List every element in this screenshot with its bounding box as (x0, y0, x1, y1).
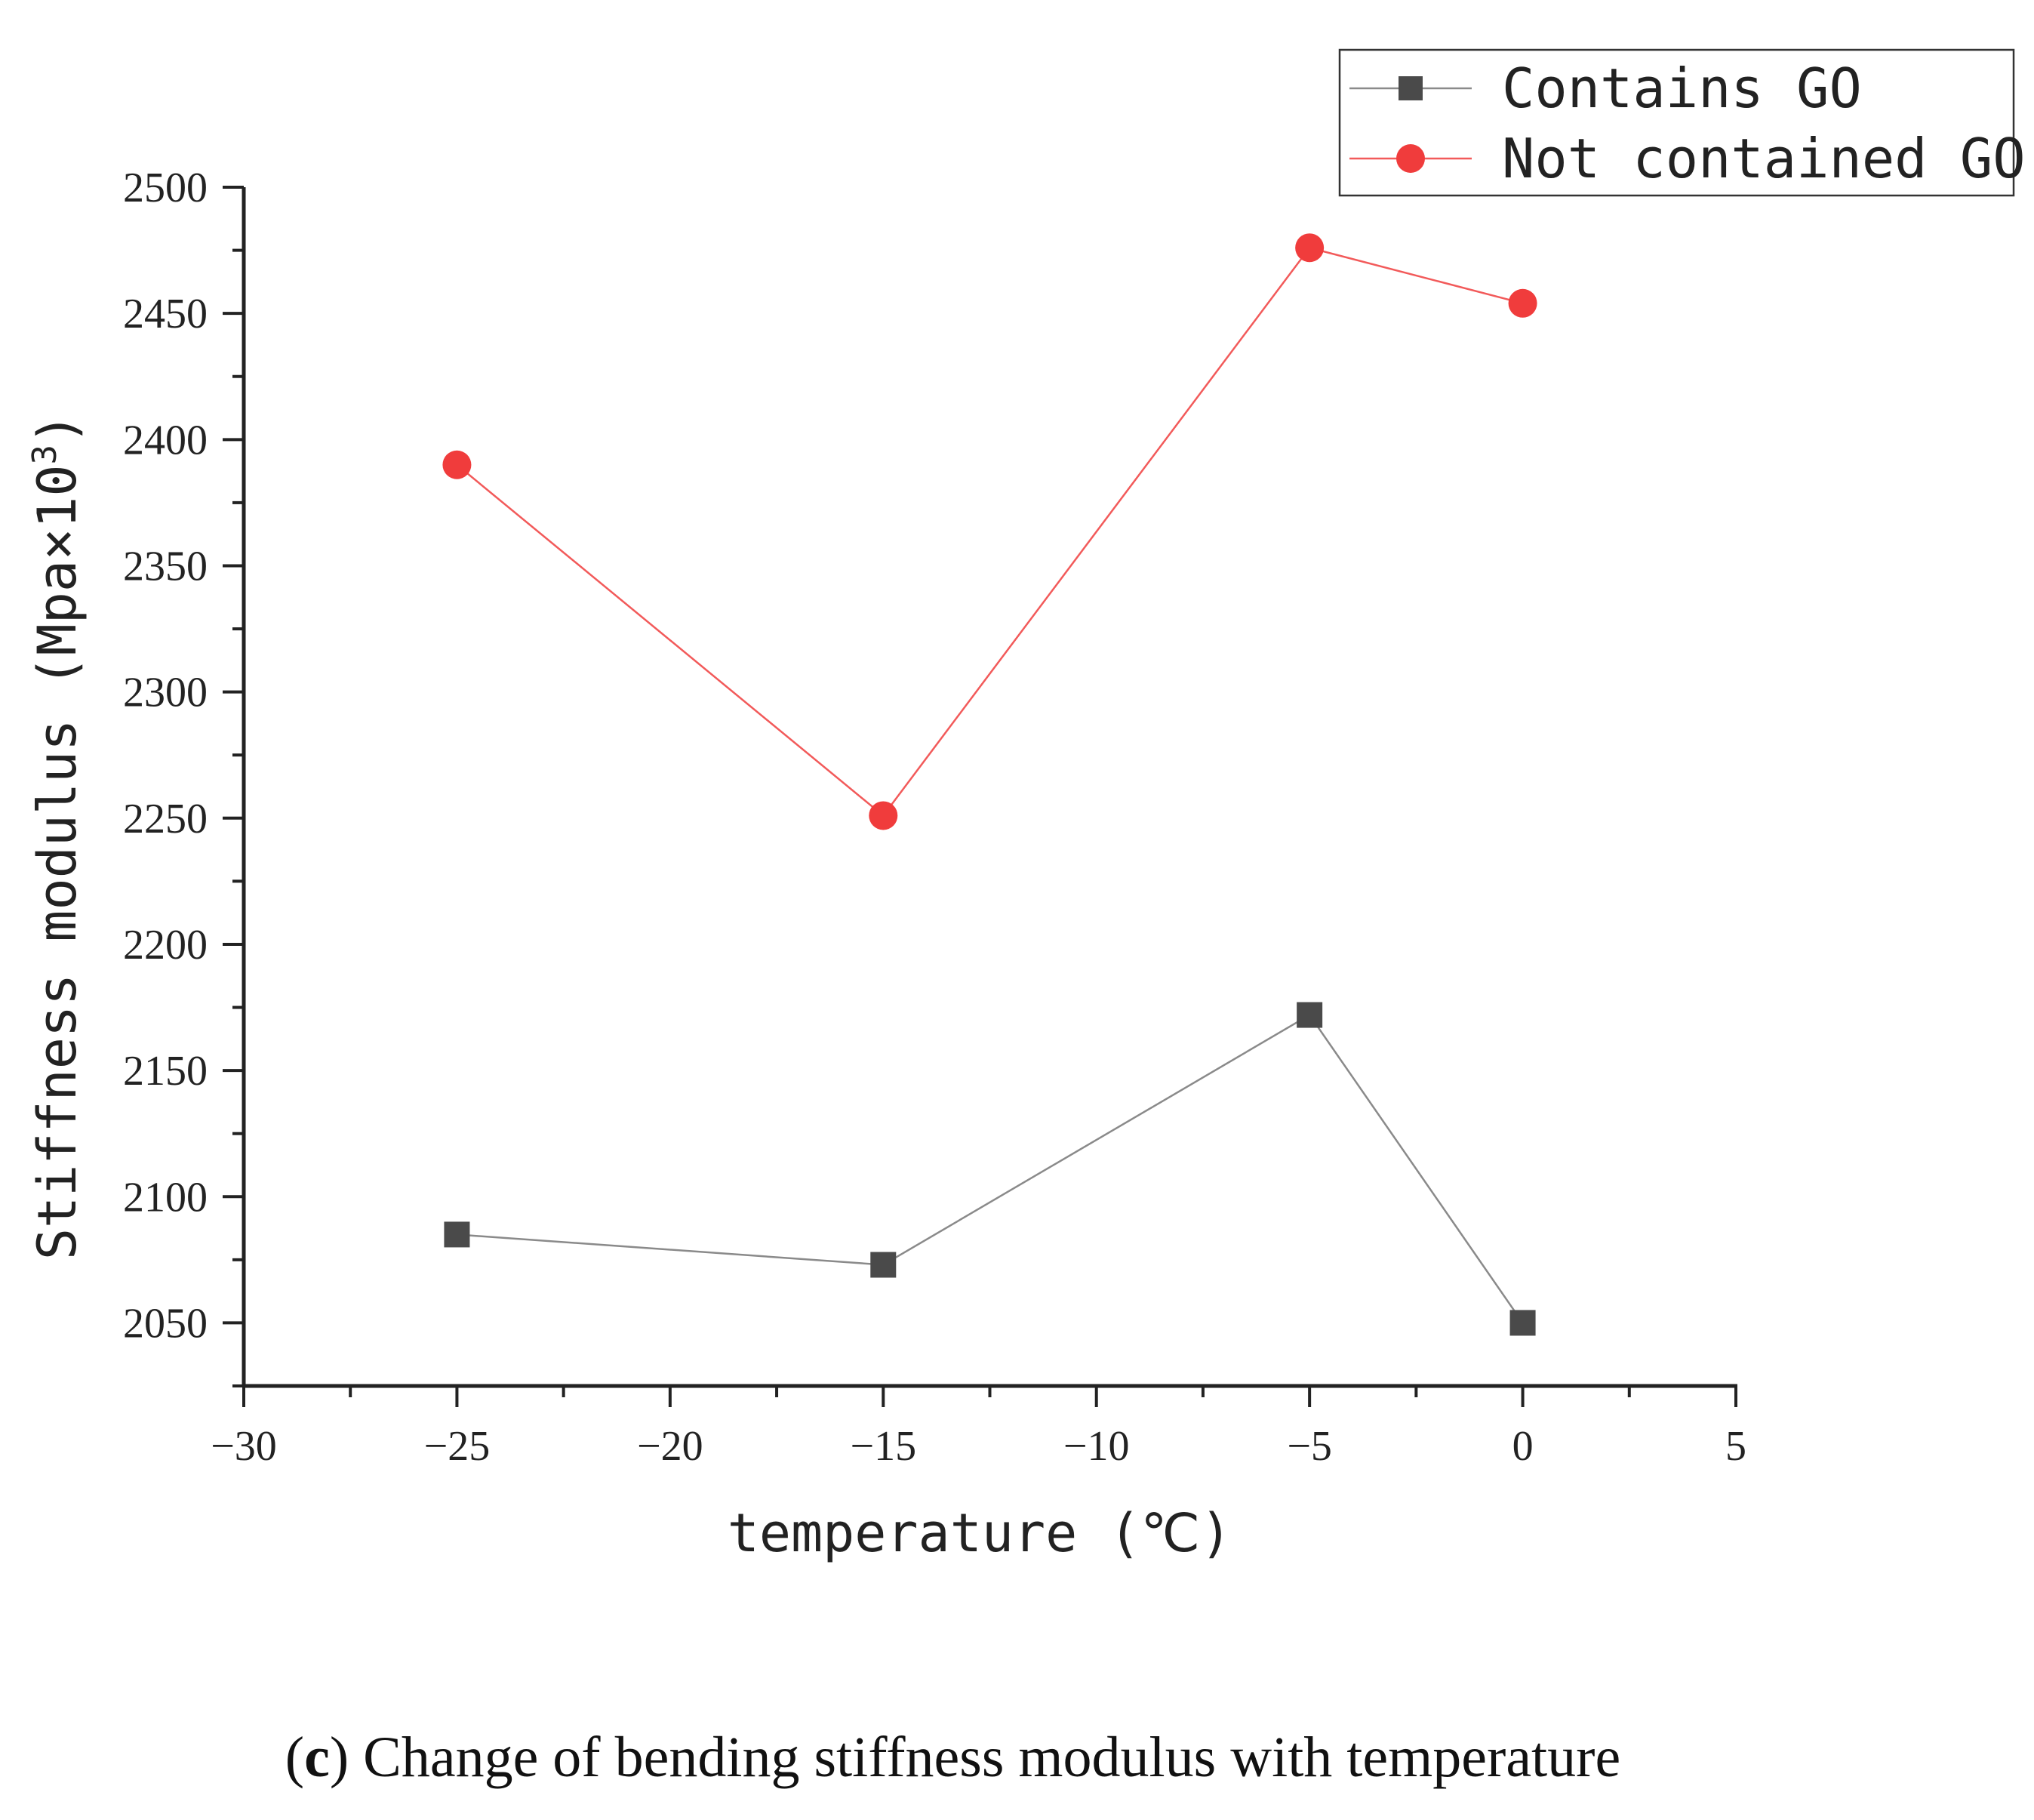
x-tick-label: 0 (1512, 1423, 1534, 1470)
series-line-1 (457, 1013, 1524, 1324)
legend-box (1338, 48, 2015, 197)
series-1-point (444, 1221, 470, 1248)
series-1-point (870, 1252, 897, 1278)
x-axis-title: temperature (℃) (728, 1502, 1232, 1564)
y-axis-title-close: ) (26, 413, 88, 445)
y-tick-label: 2250 (123, 796, 208, 842)
y-tick-label: 2200 (123, 922, 208, 969)
legend: Contains GO Not contained GO (1338, 48, 2026, 197)
caption-close: ) (329, 1726, 349, 1789)
series-layer (442, 233, 1537, 1336)
y-tick-label: 2500 (123, 165, 208, 211)
x-tick-label: −5 (1287, 1423, 1332, 1470)
legend-label: Contains GO (1502, 57, 1862, 120)
caption-label: c (304, 1726, 330, 1789)
y-tick-label: 2300 (123, 670, 208, 716)
caption-text: Change of bending stiffness modulus with… (349, 1726, 1621, 1789)
x-tick-label: −25 (424, 1423, 491, 1470)
figure-caption: (c) Change of bending stiffness modulus … (0, 1725, 1906, 1791)
x-tick-label: −20 (637, 1423, 703, 1470)
series-1-point (1297, 1002, 1323, 1028)
x-tick-label: −15 (850, 1423, 916, 1470)
y-tick-label: 2450 (123, 291, 208, 337)
y-tick-label: 2050 (123, 1300, 208, 1347)
y-tick-label: 2100 (123, 1174, 208, 1221)
legend-marker-circle (1396, 144, 1425, 173)
series-1-point (1509, 1310, 1536, 1336)
axes: −30 −25 −20 −15 −10 −5 0 5 2050 2100 2150 2200 2250 2… (123, 165, 1746, 1470)
series-2-point (1295, 233, 1325, 263)
series-2-point (1508, 288, 1537, 318)
legend-marker-square (1399, 76, 1423, 100)
series-2-point (869, 801, 898, 830)
y-axis-title: Stiffness modulus (Mpa×103) (26, 413, 88, 1260)
series-2-point (442, 450, 472, 479)
y-axis-title-main: Stiffness modulus (Mpa×10 (26, 465, 88, 1261)
x-tick-label: −30 (211, 1423, 277, 1470)
caption-open: ( (285, 1726, 305, 1789)
x-tick-label: −10 (1063, 1423, 1130, 1470)
y-tick-label: 2350 (123, 543, 208, 590)
y-axis-title-sup: 3 (26, 445, 64, 465)
legend-label: Not contained GO (1502, 127, 2026, 190)
series-line-2 (456, 246, 1523, 818)
x-tick-label: 5 (1725, 1423, 1746, 1470)
y-tick-label: 2400 (123, 417, 208, 463)
y-tick-label: 2150 (123, 1048, 208, 1095)
